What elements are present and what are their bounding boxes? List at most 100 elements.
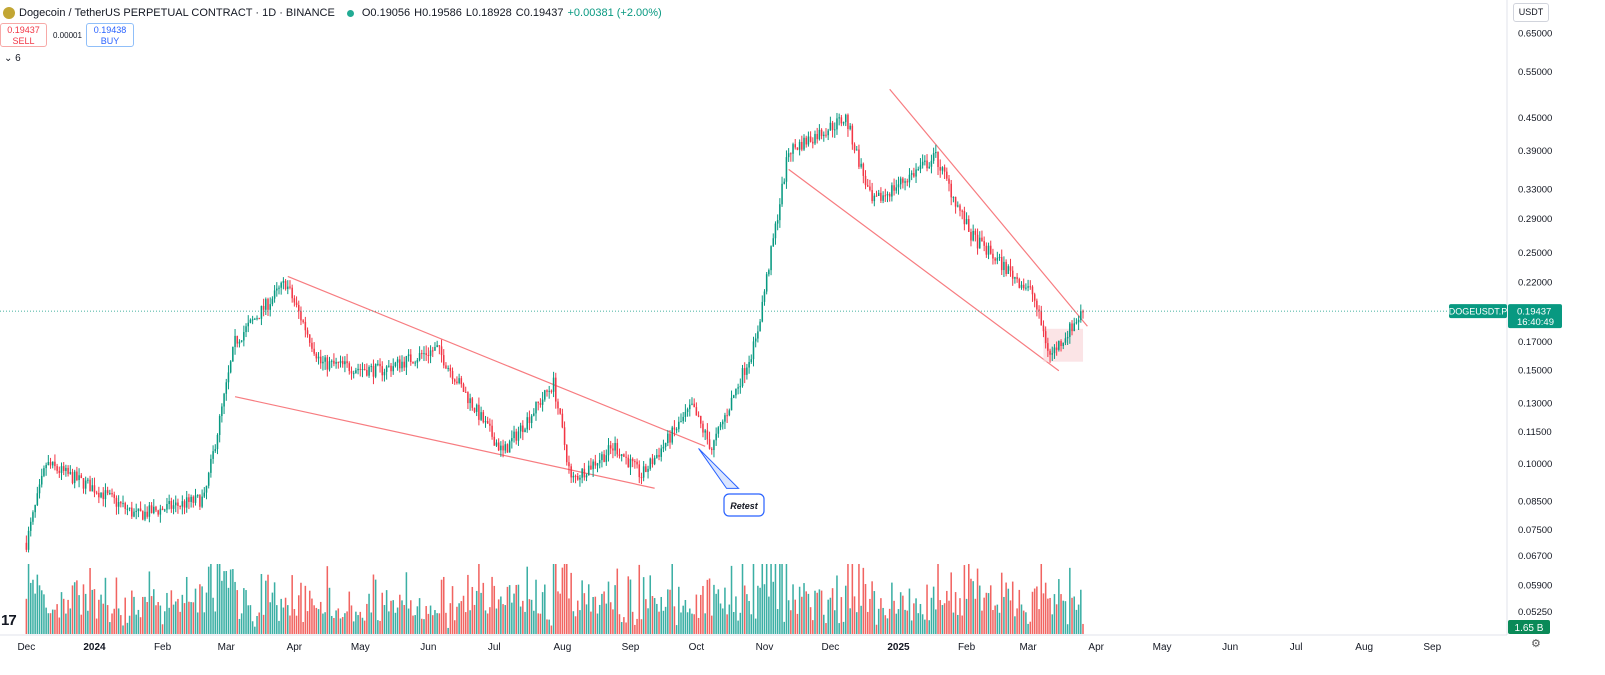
volume-bar [570, 572, 572, 634]
candle-body [627, 457, 630, 468]
volume-bar [748, 601, 750, 634]
symbol-title[interactable]: Dogecoin / TetherUS PERPETUAL CONTRACT ·… [19, 7, 335, 19]
candle-body [491, 425, 493, 437]
candle-body [506, 444, 509, 453]
candle-body [1033, 294, 1036, 301]
volume-bar [271, 592, 274, 634]
candle-body [763, 291, 766, 302]
volume-bar [199, 584, 201, 634]
candle-body [634, 461, 636, 463]
candle-body [954, 196, 957, 207]
volume-bar [592, 597, 594, 634]
price-tick-label: 0.55000 [1518, 67, 1552, 78]
candle-body [1044, 331, 1047, 344]
sell-label: SELL [12, 36, 35, 46]
volume-bar [1005, 582, 1007, 634]
candle-body [462, 384, 465, 392]
candle-body [40, 475, 43, 485]
volume-bar [946, 590, 948, 634]
volume-bar [440, 579, 443, 634]
volume-bar [346, 611, 348, 634]
volume-bar [706, 579, 709, 634]
buy-price: 0.19438 [93, 25, 127, 35]
candle-body [798, 141, 801, 150]
candle-body [801, 141, 803, 150]
candle-body [717, 427, 720, 434]
volume-bar [322, 613, 324, 634]
candle-body [886, 194, 889, 196]
candle-body [47, 461, 50, 465]
candle-body [1018, 279, 1021, 288]
volume-bar [616, 568, 619, 634]
volume-bar [159, 605, 162, 634]
candle-body [519, 425, 522, 432]
currency-button[interactable]: USDT [1513, 3, 1549, 22]
volume-bar [798, 586, 801, 634]
volume-bar [823, 614, 825, 634]
volume-bar [269, 602, 271, 634]
volume-bar [829, 597, 832, 634]
candle-body [359, 368, 362, 370]
volume-bar [401, 600, 403, 634]
candle-body [902, 178, 904, 183]
candle-body [559, 408, 561, 414]
candle-body [638, 464, 641, 478]
volume-bar [344, 613, 346, 634]
indicators-toggle[interactable]: ⌄ 6 [4, 53, 21, 64]
candle-body [51, 461, 54, 466]
candle-body [497, 442, 500, 451]
candle-body [80, 475, 83, 479]
volume-bar [453, 620, 456, 634]
volume-bar [849, 608, 851, 634]
tradingview-logo[interactable]: 17 [1, 612, 17, 629]
volume-bar [1029, 621, 1032, 634]
volume-bar [671, 564, 673, 634]
price-axis[interactable]: 0.65000 0.55000 0.45000 0.39000 0.33000 0.290… [1506, 0, 1552, 635]
candle-body [1007, 266, 1010, 275]
volume-bar [708, 578, 711, 634]
volume-bar [410, 600, 412, 634]
candle-body [787, 153, 790, 158]
settings-icon[interactable]: ⚙ [1531, 638, 1541, 650]
time-tick-label: Feb [154, 642, 172, 653]
candle-body [732, 395, 735, 398]
volume-bar [467, 574, 469, 634]
volume-bar [686, 612, 689, 634]
symbol-header[interactable]: Dogecoin / TetherUS PERPETUAL CONTRACT ·… [0, 4, 662, 22]
candle-body [855, 149, 858, 151]
volume-bar [442, 576, 445, 634]
candle-body [185, 497, 188, 508]
volume-bar [363, 620, 366, 634]
volume-bar [89, 568, 91, 634]
buy-button[interactable]: 0.19438 BUY [86, 23, 134, 47]
volume-bar [355, 611, 357, 634]
candle-body [649, 458, 652, 469]
candle-body [225, 382, 228, 394]
volume-bar [497, 599, 500, 634]
volume-bar [304, 585, 307, 634]
volume-bar [502, 604, 504, 634]
candle-body [330, 360, 333, 362]
volume-bar [460, 601, 463, 634]
volume-bar [792, 584, 794, 634]
volume-bar [377, 620, 379, 634]
volume-bar [183, 603, 186, 634]
candle-body [695, 407, 698, 416]
candle-body [269, 304, 271, 310]
time-axis[interactable]: Dec 2024 Feb Mar Apr May Jun Jul Aug Sep Oct Nov Dec… [0, 634, 1507, 653]
volume-bar [544, 584, 546, 634]
candle-body [877, 192, 880, 197]
candle-body [1075, 322, 1078, 324]
volume-bar [781, 564, 783, 634]
candle-body [963, 211, 966, 225]
candle-body [350, 371, 353, 374]
volume-bar [704, 613, 706, 634]
volume-bar [840, 597, 843, 634]
candle-body [1027, 286, 1029, 288]
candle-body [60, 466, 63, 473]
candle-body [539, 403, 542, 405]
sell-button[interactable]: 0.19437 SELL [0, 23, 47, 47]
candle-body [126, 508, 129, 510]
volume-bar [970, 578, 972, 634]
